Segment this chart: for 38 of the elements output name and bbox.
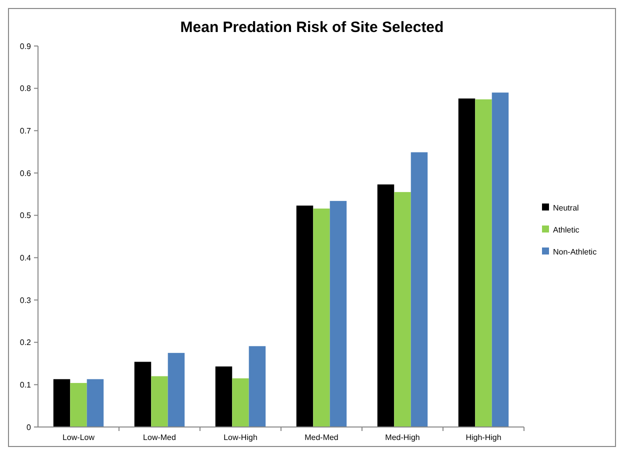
bar: [168, 352, 185, 427]
bar: [492, 92, 509, 427]
y-tick-label: 0.3: [20, 296, 32, 305]
y-tick-label: 0: [26, 422, 32, 432]
bar: [86, 379, 104, 427]
legend-label: Neutral: [553, 203, 580, 212]
bar: [134, 362, 152, 427]
legend-label: Non-Athletic: [553, 247, 597, 256]
x-tick-label: Low-Low: [62, 433, 95, 442]
x-tick-label: Low-Med: [143, 433, 176, 442]
bar: [215, 366, 232, 427]
bar: [151, 376, 168, 427]
bar: [330, 200, 347, 427]
y-tick-label: 0.4: [20, 253, 32, 262]
bar: [70, 382, 87, 427]
bar: [232, 378, 249, 427]
bar: [53, 379, 70, 427]
bar: [377, 184, 394, 427]
bar: [248, 346, 266, 427]
x-tick-label: High-High: [466, 433, 502, 442]
y-tick-label: 0.1: [20, 380, 32, 390]
bar: [410, 152, 428, 427]
bar: [394, 192, 411, 427]
chart-title: Mean Predation Risk of Site Selected: [180, 19, 444, 36]
y-tick-label: 0.6: [20, 168, 32, 178]
legend-label: Athletic: [553, 225, 580, 234]
y-tick-label: 0.7: [20, 126, 32, 136]
y-tick-label: 0.8: [20, 84, 32, 94]
x-tick-label: Med-Med: [304, 433, 338, 442]
bar: [458, 98, 476, 427]
y-tick-label: 0.9: [20, 42, 32, 51]
y-tick-label: 0.5: [20, 211, 32, 220]
x-tick-label: Med-High: [385, 433, 420, 442]
x-tick-label: Low-High: [224, 433, 258, 442]
bar: [296, 206, 314, 427]
y-tick-label: 0.2: [20, 338, 32, 348]
bar: [475, 99, 492, 427]
bar: [313, 208, 330, 427]
